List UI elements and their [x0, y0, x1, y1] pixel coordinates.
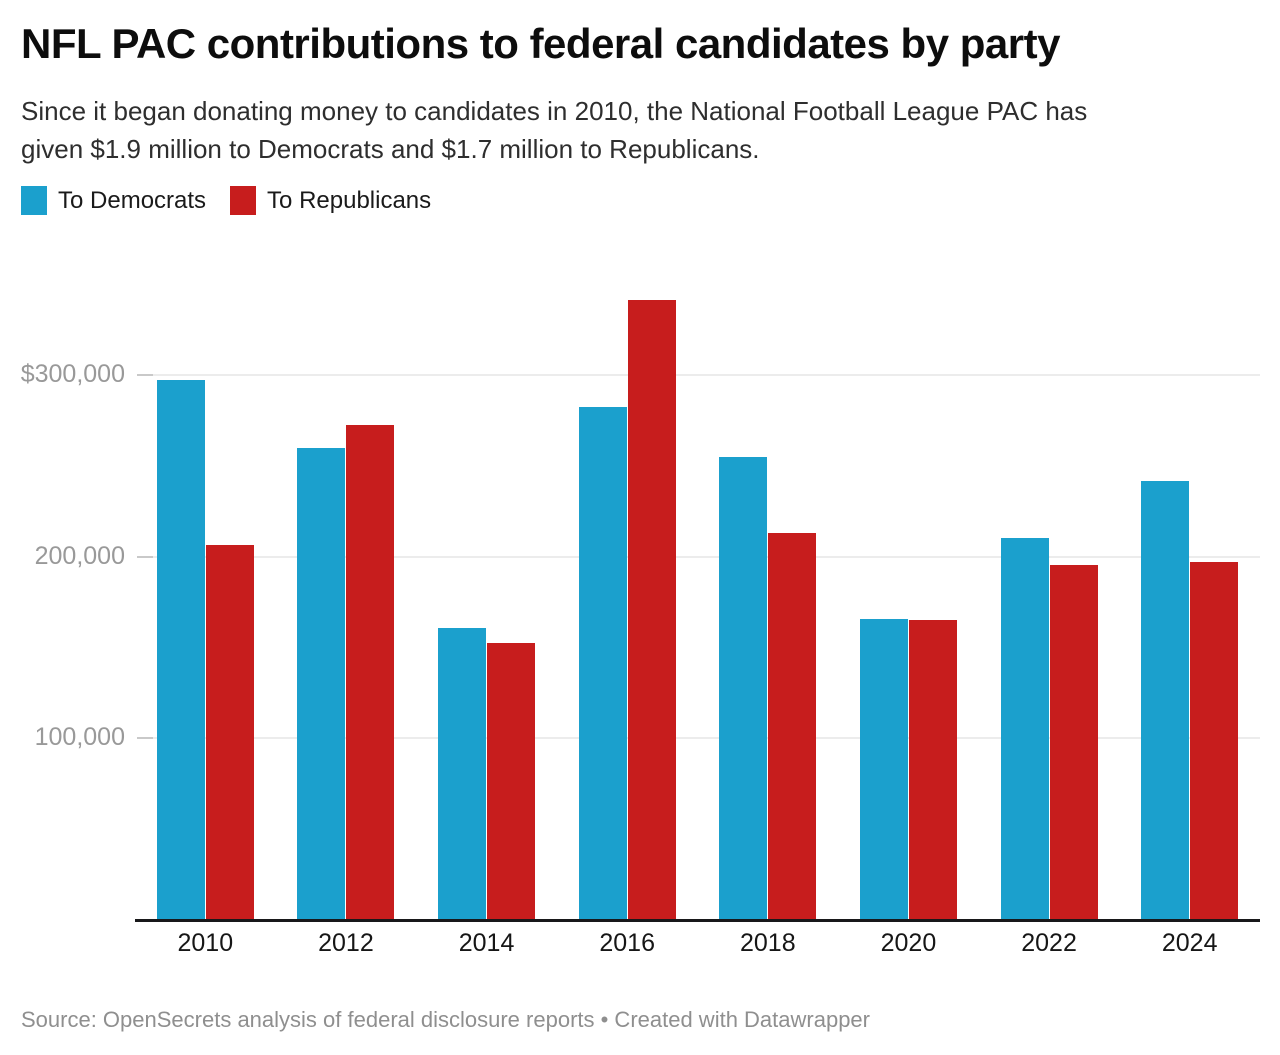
- bar-2018-republicans: [768, 533, 817, 919]
- legend-swatch-republicans-icon: [230, 186, 257, 215]
- bar-2016-republicans: [627, 300, 676, 919]
- legend-item-democrats: To Democrats: [21, 186, 206, 215]
- bar-2022-democrats: [1000, 538, 1049, 919]
- source-attribution: Source: OpenSecrets analysis of federal …: [21, 1007, 870, 1032]
- bar-2012-republicans: [346, 425, 395, 919]
- legend-swatch-democrats-icon: [21, 186, 47, 215]
- bar-2010-republicans: [205, 545, 254, 919]
- x-axis-label-2020: 2020: [880, 929, 937, 957]
- x-axis-label-2024: 2024: [1161, 929, 1218, 957]
- bar-2018-democrats: [719, 457, 768, 919]
- x-axis-label-2010: 2010: [177, 929, 234, 957]
- x-axis-baseline: [135, 919, 1260, 922]
- chart-title: NFL PAC contributions to federal candida…: [21, 20, 1060, 67]
- legend-label-republicans: To Republicans: [267, 186, 432, 214]
- gridline-300000: [137, 374, 1260, 376]
- bar-2012-democrats: [297, 448, 346, 919]
- legend-item-republicans: To Republicans: [230, 186, 431, 215]
- bar-2020-democrats: [859, 619, 908, 919]
- bar-2010-democrats: [156, 380, 205, 919]
- x-axis-label-2022: 2022: [1021, 929, 1077, 957]
- bar-2022-republicans: [1049, 565, 1098, 919]
- plot-area: $300,000 200,000 100,000 2010 2012 2014 2016 20…: [0, 270, 1280, 957]
- y-axis-label: $300,000: [20, 360, 125, 388]
- chart-subtitle-line-2: given $1.9 million to Democrats and $1.7…: [21, 134, 760, 164]
- x-axis-label-2014: 2014: [458, 929, 515, 957]
- gridline-100000: [137, 737, 1260, 739]
- bar-2014-republicans: [487, 643, 536, 919]
- bar-2024-republicans: [1190, 562, 1239, 919]
- x-axis-label-2016: 2016: [599, 929, 655, 957]
- y-axis-tick-300000: [137, 374, 153, 376]
- legend-label-democrats: To Democrats: [58, 186, 207, 214]
- gridline-200000: [137, 556, 1260, 558]
- y-axis-tick-100000: [137, 737, 153, 739]
- bar-2014-democrats: [438, 628, 487, 919]
- bar-2024-democrats: [1141, 481, 1190, 919]
- x-axis-label-2018: 2018: [740, 929, 796, 957]
- legend: To Democrats To Republicans: [21, 186, 431, 215]
- bar-2020-republicans: [908, 620, 957, 919]
- y-axis-label: 100,000: [34, 723, 125, 751]
- chart-subtitle: Since it began donating money to candida…: [21, 92, 1251, 168]
- chart-subtitle-line-1: Since it began donating money to candida…: [21, 96, 1088, 126]
- y-axis-label: 200,000: [34, 542, 125, 570]
- bar-2016-democrats: [578, 407, 627, 919]
- y-axis-tick-200000: [137, 556, 153, 558]
- x-axis-label-2012: 2012: [318, 929, 374, 957]
